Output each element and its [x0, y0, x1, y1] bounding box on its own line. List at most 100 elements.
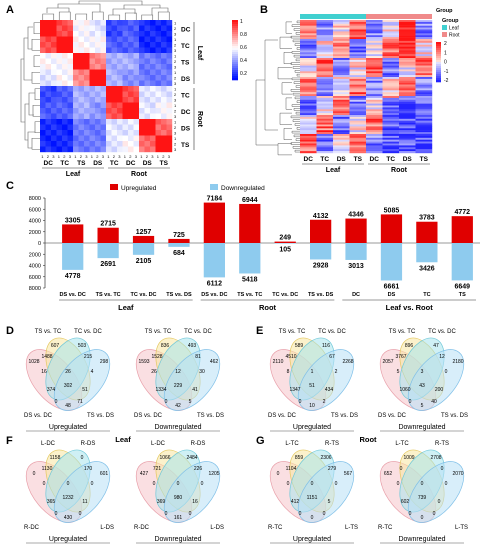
- legend-swatch: [232, 46, 238, 49]
- expression-cell: [399, 137, 416, 140]
- expression-cell: [366, 33, 383, 36]
- heatmap-cell: [150, 102, 156, 109]
- expression-cell: [300, 107, 317, 110]
- expression-cell: [399, 92, 416, 95]
- heatmap-cell: [144, 102, 151, 109]
- heatmap-cell: [166, 75, 173, 81]
- heatmap-cell: [133, 69, 140, 76]
- venn-title: Downregulated: [398, 536, 445, 543]
- heatmap-cell: [139, 97, 145, 103]
- expression-cell: [366, 58, 383, 61]
- expression-cell: [382, 120, 400, 123]
- panel-b-letter: B: [260, 4, 268, 16]
- sample-label: DC: [304, 156, 314, 163]
- heatmap-cell: [73, 31, 79, 37]
- expression-cell: [366, 149, 383, 152]
- venn-count: 5: [397, 369, 400, 375]
- expression-cell: [333, 128, 350, 131]
- expression-cell: [333, 118, 350, 121]
- expression-cell: [300, 42, 317, 45]
- expression-cell: [382, 20, 400, 23]
- heatmap-cell: [100, 36, 107, 43]
- heatmap-cell: [62, 146, 68, 153]
- heatmap-cell: [89, 124, 96, 131]
- heatmap-cell: [128, 36, 134, 43]
- expression-cell: [300, 135, 317, 138]
- expression-cell: [399, 48, 416, 51]
- heatmap-cell: [100, 75, 107, 81]
- heatmap-cell: [78, 91, 85, 98]
- heatmap-cell: [139, 47, 145, 54]
- dendrogram-branch: [292, 39, 300, 43]
- expression-cell: [349, 151, 367, 154]
- heatmap-cell: [40, 146, 46, 153]
- venn-set: [163, 461, 221, 523]
- expression-cell: [415, 103, 433, 106]
- expression-cell: [316, 116, 334, 119]
- legend-swatch: [442, 25, 447, 30]
- expression-cell: [333, 137, 350, 140]
- expression-cell: [300, 40, 317, 43]
- expression-cell: [300, 115, 317, 118]
- heatmap-cell: [56, 97, 63, 103]
- expression-cell: [316, 120, 334, 123]
- expression-cell: [333, 116, 350, 119]
- expression-cell: [333, 115, 350, 118]
- heatmap-cell: [56, 25, 63, 32]
- heatmap-cell: [62, 86, 68, 92]
- legend-swatch-down: [210, 184, 218, 190]
- bar-up: [132, 235, 155, 243]
- expression-cell: [415, 40, 433, 43]
- expression-cell: [415, 99, 433, 102]
- expression-cell: [300, 97, 317, 100]
- venn-count: 0: [153, 481, 156, 487]
- expression-cell: [316, 139, 334, 142]
- replicate-label: 2: [174, 26, 177, 31]
- venn-count: 229: [174, 383, 183, 389]
- heatmap-cell: [89, 135, 96, 142]
- heatmap-cell: [67, 124, 74, 131]
- expression-cell: [366, 88, 383, 91]
- expression-cell: [399, 78, 416, 81]
- scale-swatch: [436, 64, 441, 67]
- venn-count: 0: [409, 399, 412, 405]
- expression-cell: [349, 145, 367, 148]
- heatmap-cell: [45, 42, 52, 48]
- expression-cell: [366, 118, 383, 121]
- expression-cell: [382, 88, 400, 91]
- dendrogram-branch: [31, 71, 40, 84]
- heatmap-cell: [144, 91, 151, 98]
- expression-cell: [399, 135, 416, 138]
- bar-up: [97, 227, 119, 243]
- heatmap-cell: [45, 141, 52, 147]
- category-label: DS: [388, 292, 396, 298]
- heatmap-cell: [161, 36, 167, 43]
- dendrogram-branch: [264, 39, 278, 131]
- heatmap-cell: [117, 124, 123, 131]
- venn-count: 896: [405, 343, 414, 349]
- expression-cell: [415, 101, 433, 104]
- expression-cell: [349, 73, 367, 76]
- heatmap-cell: [133, 36, 140, 43]
- y-tick-label: 2000: [29, 252, 41, 258]
- heatmap-cell: [62, 36, 68, 43]
- venn-count: 5: [189, 399, 192, 405]
- heatmap-cell: [161, 146, 167, 153]
- heatmap-cell: [62, 58, 68, 65]
- heatmap-cell: [100, 31, 107, 37]
- sample-label: TC: [386, 156, 395, 163]
- data-label-up: 5085: [384, 207, 400, 214]
- expression-cell: [300, 78, 317, 81]
- heatmap-cell: [150, 80, 156, 87]
- venn-count: 0: [433, 511, 436, 517]
- venn-count: 1104: [286, 466, 297, 472]
- heatmap-cell: [150, 86, 156, 92]
- expression-cell: [316, 107, 334, 110]
- heatmap-cell: [100, 80, 107, 87]
- set-label: R-TC: [268, 525, 283, 531]
- heatmap-cell: [78, 25, 85, 32]
- bar-up: [380, 214, 403, 243]
- heatmap-cell: [45, 25, 52, 32]
- expression-cell: [366, 103, 383, 106]
